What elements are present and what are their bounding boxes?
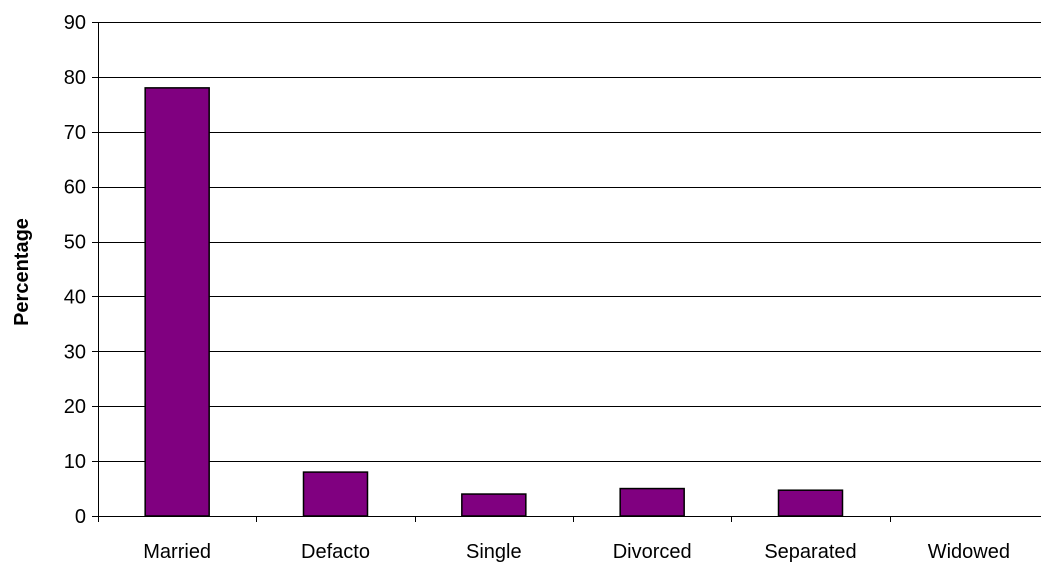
bar-married xyxy=(144,87,210,517)
y-axis-label: Percentage xyxy=(11,218,33,326)
x-tick-label-separated: Separated xyxy=(764,541,856,563)
y-tick-label-10: 10 xyxy=(64,451,86,473)
bars xyxy=(144,87,844,517)
y-tick-label-50: 50 xyxy=(64,232,86,254)
bar-defacto xyxy=(302,471,369,517)
y-tick-label-80: 80 xyxy=(64,67,86,89)
x-tick-labels: Married Defacto Single Divorced Separated Wid… xyxy=(143,541,1010,563)
bar-single xyxy=(461,493,527,517)
y-tick-labels: 0 10 20 30 40 50 60 70 80 90 xyxy=(64,12,86,528)
x-tick-label-divorced: Divorced xyxy=(613,541,692,563)
bar-separated xyxy=(777,489,844,517)
y-tick-label-30: 30 xyxy=(64,341,86,363)
y-tick-label-0: 0 xyxy=(75,506,86,528)
y-tick-label-60: 60 xyxy=(64,177,86,199)
y-tick-label-40: 40 xyxy=(64,286,86,308)
x-tick-label-defacto: Defacto xyxy=(301,541,370,563)
x-tick-label-married: Married xyxy=(143,541,211,563)
bar-divorced xyxy=(619,487,685,517)
gridlines xyxy=(98,22,1041,462)
y-tick-label-20: 20 xyxy=(64,396,86,418)
axes xyxy=(92,22,1041,522)
y-tick-label-90: 90 xyxy=(64,12,86,34)
x-tick-label-single: Single xyxy=(466,541,522,563)
x-tick-label-widowed: Widowed xyxy=(928,541,1010,563)
y-tick-label-70: 70 xyxy=(64,122,86,144)
